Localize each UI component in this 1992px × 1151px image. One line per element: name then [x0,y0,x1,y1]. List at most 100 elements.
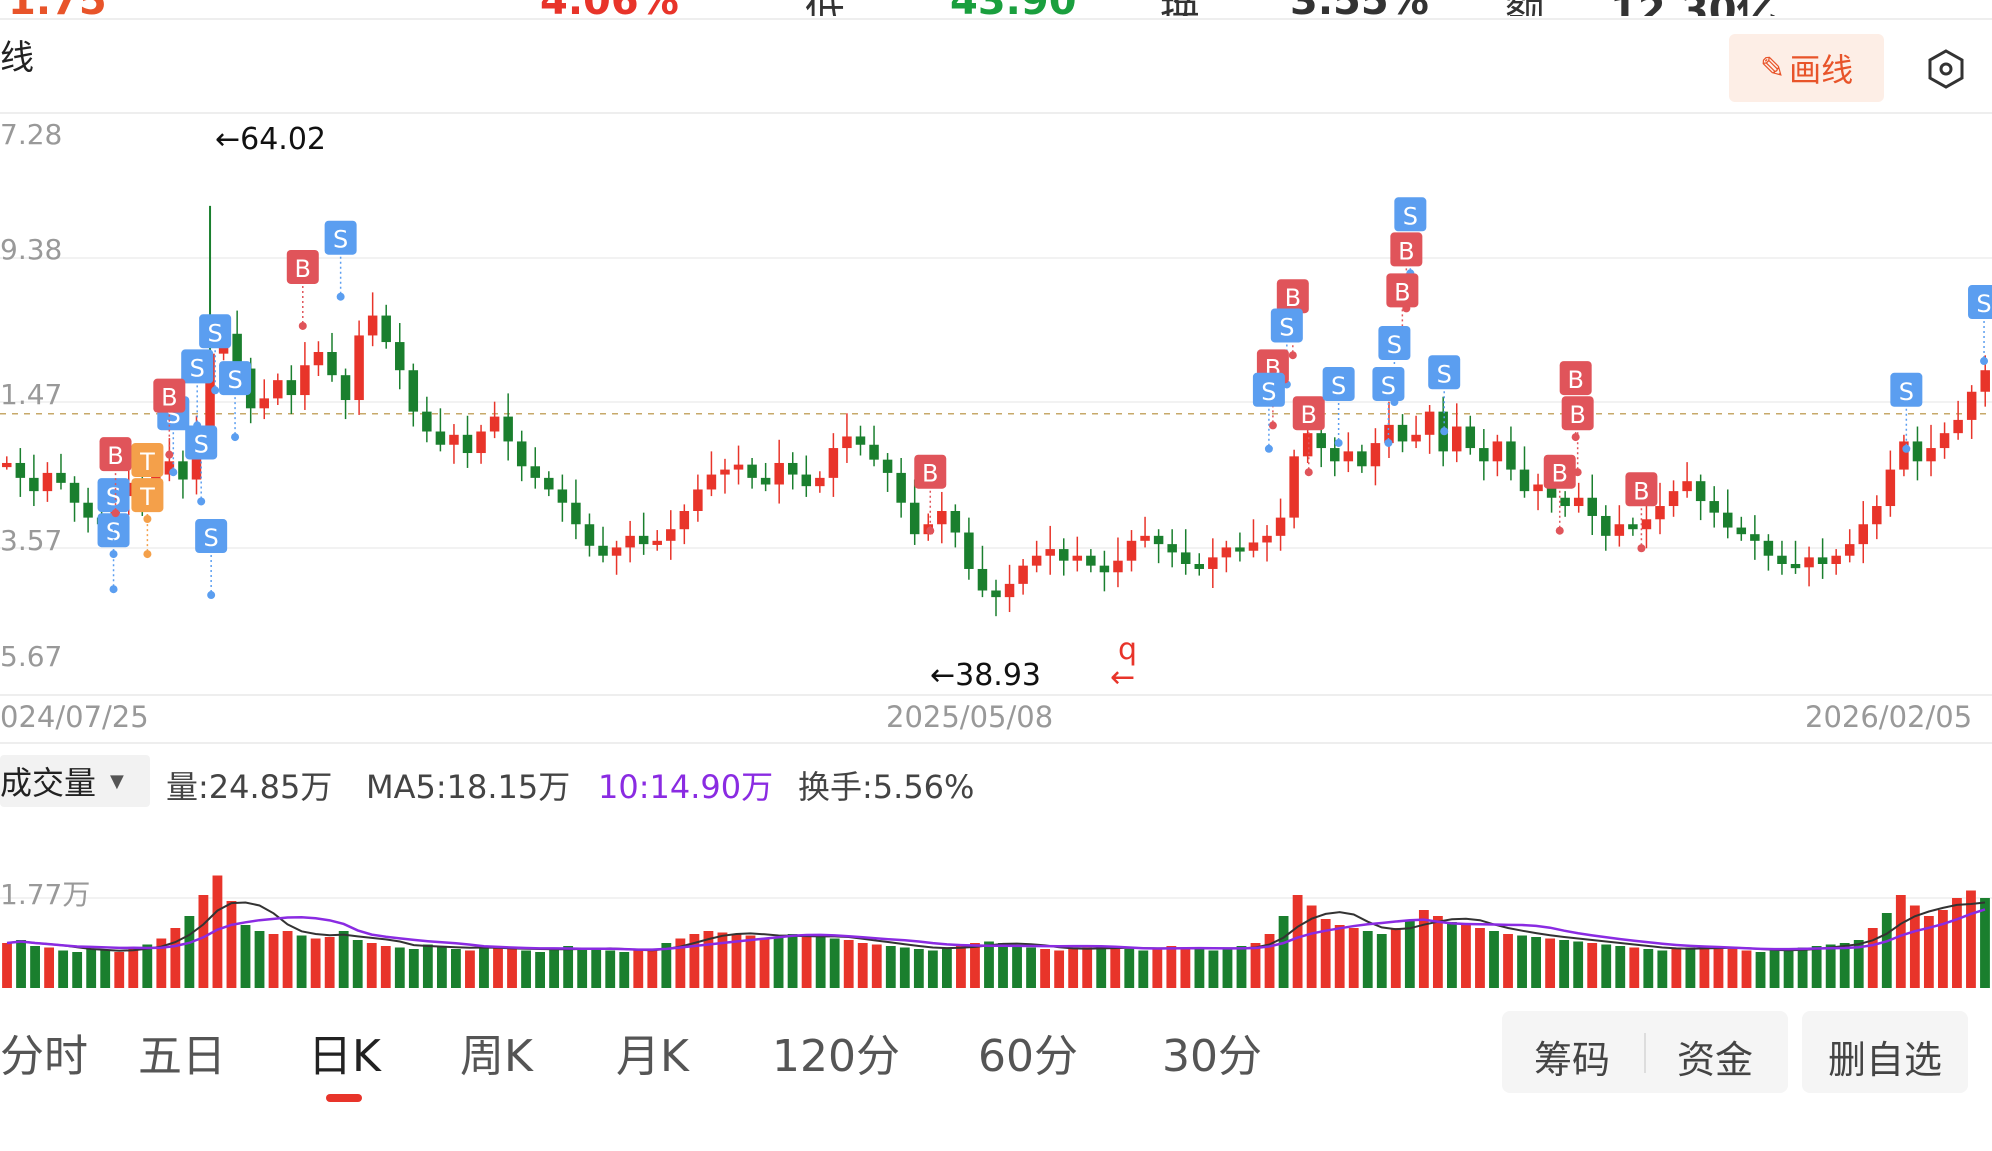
tab-five-day[interactable]: 五日 [138,1031,226,1082]
volume-bar [1531,937,1541,988]
volume-bar [1797,947,1808,988]
tab-monthly-k[interactable]: 月K [616,1031,689,1082]
signal-badge-s[interactable] [219,361,252,396]
signal-badge-b[interactable] [1386,273,1419,308]
candle-body [1750,534,1760,541]
volume-bar [114,952,125,988]
signal-badge-s[interactable] [181,349,214,384]
candle-body [449,434,459,445]
signal-badge-b[interactable] [1559,361,1592,396]
candle-body [1208,557,1218,569]
chips-button[interactable]: 筹码 [1534,1038,1611,1082]
volume-bar [170,928,181,988]
chart-bottom-border [0,694,1992,696]
volume-bar [1418,910,1429,988]
indicator-selector[interactable]: 成交量 ▼ [0,755,150,807]
signal-badge-label: S [190,354,205,382]
quote-low-label: 低 [805,0,845,16]
tab-60min[interactable]: 60分 [978,1031,1078,1082]
signal-badge-t[interactable] [131,443,164,477]
signal-badge-t[interactable] [131,478,164,513]
volume-bar [1292,895,1303,988]
volume-bar [689,934,700,988]
volume-bar [1881,913,1892,988]
signal-badge-b[interactable] [1390,232,1423,267]
funds-button[interactable]: 资金 [1677,1038,1754,1082]
draw-line-button[interactable]: ✎ 画线 [1729,34,1884,102]
candle-body [855,436,866,445]
low-price-marker: ←38.93 [930,658,1042,693]
candle-body [1221,547,1232,558]
volume-bar [493,946,503,988]
volume-bar [72,952,83,988]
signal-badge-b[interactable] [1561,396,1594,431]
tab-daily-k[interactable]: 日K [308,1031,381,1082]
signal-badge-b[interactable] [99,437,132,472]
quote-amount-value: 12.30亿 [1610,0,1777,16]
candle-body [408,370,419,412]
signal-badge-s[interactable] [1322,366,1355,401]
signal-badge-s[interactable] [1428,355,1461,390]
signal-badge-s[interactable] [195,519,228,554]
volume-bar [1376,934,1387,988]
tab-intraday[interactable]: 分时 [0,1031,88,1082]
candle-body [1560,497,1570,507]
signal-badge-s[interactable] [185,425,218,460]
signal-badge-s[interactable] [324,220,357,255]
signal-badge-s[interactable] [1378,326,1411,360]
volume-bar [408,949,419,988]
signal-badge-b[interactable] [1292,396,1325,431]
quote-amount-label: 额 [1505,0,1545,16]
candle-body [1939,433,1950,449]
signal-badge-s[interactable] [1890,372,1923,407]
misc-arrow: ← [1110,660,1136,695]
volume-bar [451,949,461,988]
volume-bar-chart[interactable] [0,800,1992,992]
tab-120min[interactable]: 120分 [772,1031,900,1082]
high-price-marker: ←64.02 [215,122,327,157]
signal-dot [298,321,307,330]
candle-body [1126,540,1137,561]
signal-badge-b[interactable] [914,454,947,489]
signal-badge-s[interactable] [1968,285,1992,320]
signal-badge-b[interactable] [286,249,319,284]
signal-badge-s[interactable] [1394,197,1427,232]
pill-divider [1644,1033,1646,1073]
volume-bar [436,946,447,988]
signal-badge-s[interactable] [1372,366,1405,401]
volume-bar [380,946,391,988]
signal-badge-b[interactable] [1625,472,1658,507]
candle-body [340,375,351,401]
volume-bar [815,937,826,988]
candle-body [83,502,93,518]
signal-badge-b[interactable] [1276,279,1309,314]
candle-body [815,477,825,487]
candle-body [991,590,1001,598]
chart-title-fragment: 线 [0,38,34,78]
volume-bar [1432,916,1443,988]
signal-badge-label: B [1567,366,1583,394]
signal-badge-s[interactable] [97,478,130,513]
signal-badge-s[interactable] [199,314,232,349]
volume-bar [1503,934,1513,988]
candle-body [435,431,446,445]
remove-watchlist-button[interactable]: 删自选 [1828,1038,1943,1082]
tab-weekly-k[interactable]: 周K [460,1031,533,1082]
signal-badge-b[interactable] [153,378,186,413]
volume-bar [619,952,630,988]
tab-30min[interactable]: 30分 [1162,1031,1262,1082]
candle-body [1167,544,1177,553]
signal-badge-s[interactable] [1252,372,1285,407]
volume-ma10-line [6,908,1986,951]
volume-bar [899,947,910,988]
settings-hexagon-icon[interactable] [1925,48,1967,90]
signal-badge-s[interactable] [1270,308,1303,343]
candle-body [1790,564,1801,569]
signal-badge-label: S [1279,313,1294,341]
signal-badge-b[interactable] [1543,454,1576,489]
candle-body [693,489,703,511]
volume-bar [1783,949,1794,988]
signal-badge-label: T [139,448,155,476]
volume-bar [1909,905,1920,988]
